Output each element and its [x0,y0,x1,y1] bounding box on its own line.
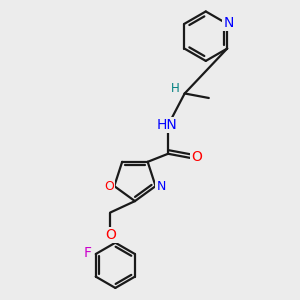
Text: H: H [171,82,180,94]
Text: O: O [191,150,202,164]
Text: F: F [83,246,91,260]
Text: N: N [223,16,234,30]
Text: O: O [106,228,116,242]
Text: O: O [104,180,114,193]
Text: N: N [156,180,166,193]
Text: HN: HN [156,118,177,132]
